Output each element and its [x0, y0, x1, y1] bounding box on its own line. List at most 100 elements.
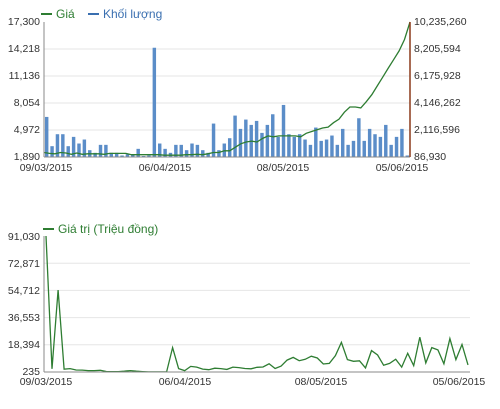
- top-x-tick-label: 05/06/2015: [376, 162, 429, 174]
- volume-bar: [82, 139, 87, 157]
- top-x-tick-label: 08/05/2015: [257, 162, 310, 174]
- volume-bar: [287, 134, 291, 157]
- volume-bar: [394, 136, 399, 157]
- volume-bar: [157, 143, 162, 157]
- bottom-y-tick-label: 91,030: [8, 231, 40, 243]
- bottom-y-tick-label: 18,394: [8, 339, 40, 351]
- volume-bar: [190, 143, 194, 157]
- volume-bar: [351, 140, 356, 157]
- bottom-chart-gridlines: [44, 262, 470, 346]
- top-chart-gridlines: [44, 48, 410, 131]
- volume-bar: [71, 136, 76, 157]
- volume-bar: [271, 114, 275, 157]
- volume-bar: [260, 132, 264, 157]
- volume-bar: [104, 144, 108, 157]
- top-x-tick-label: 06/04/2015: [139, 162, 192, 174]
- volume-bar: [109, 152, 114, 157]
- bottom-y-tick-label: 36,553: [8, 312, 40, 324]
- volume-bar: [206, 152, 210, 157]
- top-left-tick-label: 17,300: [8, 16, 40, 28]
- top-left-tick-label: 4,972: [14, 124, 40, 136]
- volume-bar: [303, 139, 307, 157]
- volume-bar: [362, 140, 366, 157]
- volume-bar: [77, 143, 81, 157]
- bottom-x-tick-label: 09/03/2015: [20, 376, 73, 388]
- top-right-tick-label: 4,146,262: [414, 97, 461, 109]
- value-chart: Giá trị (Triệu đồng) 91,030 72,871 54,71…: [8, 222, 486, 388]
- volume-bar: [55, 134, 60, 157]
- top-right-tick-label: 10,235,260: [414, 16, 467, 28]
- volume-bar: [238, 128, 243, 157]
- volume-bar: [217, 150, 221, 157]
- volume-bar: [233, 115, 237, 157]
- volume-bar: [98, 144, 103, 157]
- volume-bar: [254, 120, 259, 157]
- top-chart-left-ticks: 17,300 14,218 11,136 8,054 4,972 1,890: [8, 16, 40, 163]
- volume-bar: [50, 146, 54, 157]
- volume-bar: [400, 128, 404, 157]
- top-right-tick-label: 6,175,928: [414, 70, 461, 82]
- volume-bar: [114, 152, 119, 157]
- top-right-tick-label: 8,205,594: [414, 43, 461, 55]
- volume-bar: [195, 144, 200, 157]
- volume-bar: [211, 123, 216, 157]
- top-left-tick-label: 1,890: [14, 151, 40, 163]
- volume-bar: [61, 134, 65, 157]
- volume-bar: [378, 136, 383, 157]
- top-chart-right-ticks: 10,235,260 8,205,594 6,175,928 4,146,262…: [414, 16, 467, 163]
- volume-legend: Khối lượng: [88, 7, 162, 21]
- top-right-tick-label: 2,116,596: [414, 124, 460, 136]
- volume-bar: [319, 140, 323, 157]
- top-left-tick-label: 11,136: [9, 70, 40, 82]
- price-line: [43, 21, 411, 156]
- volume-bar: [44, 116, 49, 157]
- volume-bar: [324, 139, 329, 157]
- volume-bar: [297, 134, 302, 157]
- volume-bar: [93, 152, 97, 157]
- volume-bar: [330, 135, 334, 157]
- volume-bar: [335, 144, 340, 157]
- volume-bar: [308, 144, 313, 157]
- value-legend: Giá trị (Triệu đồng): [43, 222, 158, 236]
- volume-bar: [276, 136, 280, 157]
- volume-bar: [174, 144, 178, 157]
- top-left-tick-label: 14,218: [8, 43, 40, 55]
- bottom-chart-y-ticks: 91,030 72,871 54,712 36,553 18,394 235: [8, 231, 40, 378]
- volume-bar: [152, 47, 157, 157]
- bottom-x-tick-label: 06/04/2015: [159, 376, 212, 388]
- volume-bar: [66, 146, 70, 157]
- volume-bar: [179, 144, 183, 157]
- bottom-chart-x-ticks: 09/03/2015 06/04/2015 08/05/2015 05/06/2…: [20, 376, 486, 388]
- bottom-x-tick-label: 05/06/2015: [433, 376, 486, 388]
- volume-bar: [125, 154, 130, 157]
- volume-bar: [147, 155, 151, 157]
- price-legend: Giá: [41, 7, 75, 21]
- volume-bar: [389, 144, 393, 157]
- top-x-tick-label: 09/03/2015: [20, 162, 73, 174]
- volume-bar: [265, 124, 270, 157]
- volume-bars: [44, 47, 410, 157]
- volume-bar: [346, 144, 350, 157]
- volume-bar: [292, 136, 297, 157]
- value-legend-label: Giá trị (Triệu đồng): [58, 222, 158, 236]
- price-legend-label: Giá: [56, 7, 75, 21]
- volume-bar: [314, 127, 318, 157]
- top-right-tick-label: 86,930: [414, 151, 446, 163]
- bottom-y-tick-label: 72,871: [8, 258, 40, 270]
- bottom-y-tick-label: 235: [22, 366, 40, 378]
- volume-bar: [367, 128, 372, 157]
- bottom-y-tick-label: 54,712: [8, 285, 40, 297]
- volume-bar: [131, 154, 135, 157]
- volume-bar: [227, 138, 232, 157]
- volume-bar: [384, 124, 388, 157]
- volume-bar: [184, 150, 189, 157]
- volume-bar: [163, 148, 167, 157]
- volume-bar: [281, 104, 286, 157]
- volume-legend-label: Khối lượng: [103, 7, 162, 21]
- bottom-x-tick-label: 08/05/2015: [295, 376, 348, 388]
- volume-bar: [120, 155, 124, 157]
- value-line: [45, 235, 469, 373]
- volume-bar: [373, 134, 377, 157]
- price-volume-chart: Giá Khối lượng 17,300 14,218 11,136 8,05…: [8, 7, 467, 174]
